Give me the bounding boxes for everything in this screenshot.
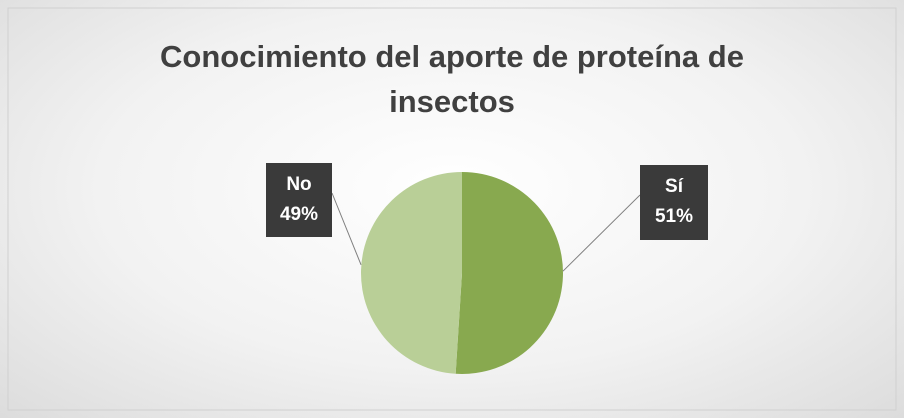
leader-line	[331, 192, 362, 266]
chart-title: Conocimiento del aporte de proteína de i…	[160, 39, 744, 119]
category-label: Sí	[665, 176, 684, 197]
value-label: 51%	[655, 206, 693, 227]
pie-slice	[361, 172, 462, 374]
label-box	[640, 165, 708, 240]
frame	[7, 7, 897, 411]
pie-slice	[455, 172, 564, 374]
label-box	[266, 163, 332, 237]
value-label: 49%	[280, 204, 318, 225]
leader-line	[562, 194, 641, 272]
category-label: No	[286, 174, 311, 195]
